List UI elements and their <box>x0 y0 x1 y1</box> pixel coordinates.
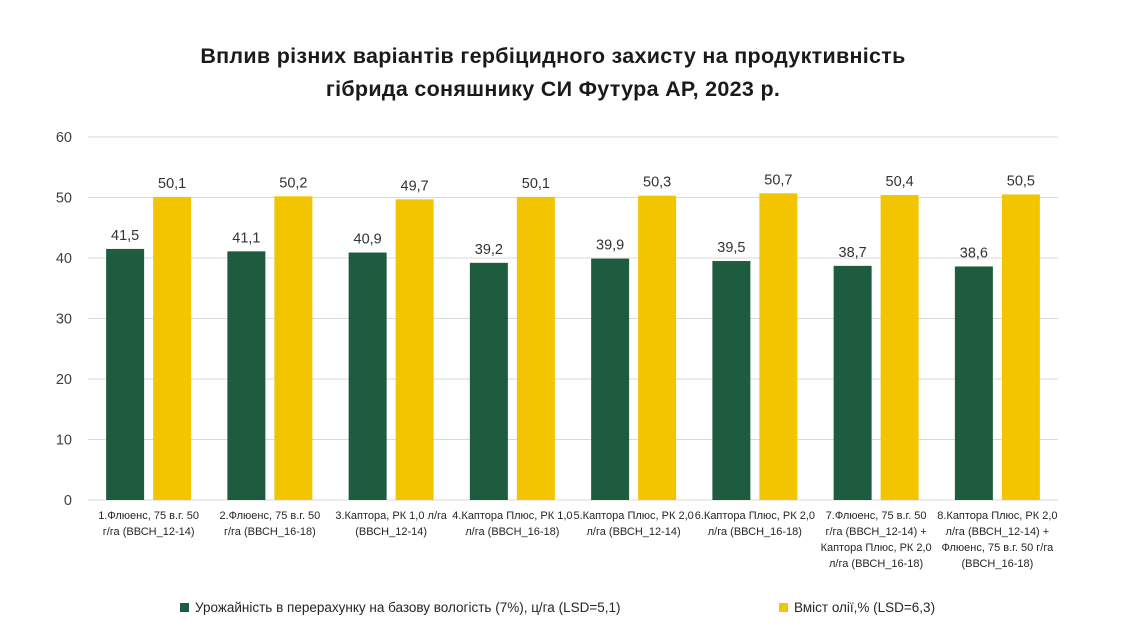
yield-bar <box>954 266 993 500</box>
yield-bar <box>591 258 630 500</box>
oil-data-label: 50,3 <box>643 175 671 191</box>
yield-data-label: 39,2 <box>475 242 503 258</box>
yield-data-label: 38,7 <box>839 245 867 261</box>
y-tick-label: 50 <box>56 191 72 207</box>
x-tick-label: Флюенс, 75 в.г. 50 г/га <box>942 542 1055 554</box>
legend-swatch-oil <box>779 603 788 612</box>
y-tick-label: 60 <box>56 130 72 146</box>
x-tick-label: л/га (ВВСН_16-18) <box>829 558 923 570</box>
yield-bar <box>106 248 145 500</box>
oil-bar <box>1001 194 1040 500</box>
oil-data-label: 50,1 <box>522 176 550 192</box>
oil-bar <box>516 196 555 500</box>
oil-bar <box>638 195 677 500</box>
x-tick-label: л/га (ВВСН_12-14) + <box>946 526 1050 538</box>
chart-title: Вплив різних варіантів гербіцидного захи… <box>0 40 1106 106</box>
oil-data-label: 50,5 <box>1007 173 1035 189</box>
yield-data-label: 38,6 <box>960 245 988 261</box>
legend-label-yield: Урожайність в перерахунку на базову воло… <box>195 600 621 615</box>
yield-data-label: 41,5 <box>111 228 139 244</box>
x-tick-label: (ВВСН_16-18) <box>961 558 1033 570</box>
x-tick-label: л/га (ВВСН_16-18) <box>708 526 802 538</box>
oil-data-label: 49,7 <box>401 178 429 194</box>
yield-bar <box>833 265 872 500</box>
legend-item-yield: Урожайність в перерахунку на базову воло… <box>180 600 620 615</box>
oil-bar <box>880 195 919 500</box>
oil-bar <box>759 193 798 500</box>
oil-data-label: 50,2 <box>279 175 307 191</box>
oil-bar <box>395 199 434 500</box>
x-tick-label: г/га (ВВСН_16-18) <box>224 526 316 538</box>
x-tick-label: (ВВСН_12-14) <box>355 526 427 538</box>
x-tick-label: 1.Флюенс, 75 в.г. 50 <box>98 510 199 522</box>
x-tick-label: г/га (ВВСН_12-14) <box>103 526 195 538</box>
yield-data-label: 40,9 <box>354 232 382 248</box>
oil-data-label: 50,7 <box>764 172 792 188</box>
yield-bar <box>227 251 266 500</box>
yield-data-label: 41,1 <box>232 230 260 246</box>
yield-data-label: 39,9 <box>596 238 624 254</box>
y-tick-label: 30 <box>56 312 72 328</box>
legend-swatch-yield <box>180 603 189 612</box>
yield-bar <box>348 252 387 500</box>
legend-item-oil: Вміст олії,% (LSD=6,3) <box>779 600 935 615</box>
y-tick-label: 40 <box>56 251 72 267</box>
chart-title-line-2: гібрида соняшнику СИ Футура АР, 2023 р. <box>325 77 781 101</box>
yield-bar <box>469 262 508 500</box>
x-tick-label: 5.Каптора Плюс, РК 2,0 <box>573 510 693 522</box>
x-tick-label: 6.Каптора Плюс, РК 2,0 <box>695 510 815 522</box>
x-tick-label: Каптора Плюс, РК 2,0 <box>821 542 932 554</box>
x-tick-label: л/га (ВВСН_12-14) <box>587 526 681 538</box>
oil-bar <box>274 196 313 501</box>
x-tick-label: г/га (ВВСН_12-14) + <box>825 526 926 538</box>
chart-title-line-1: Вплив різних варіантів гербіцидного захи… <box>200 44 906 68</box>
y-tick-label: 10 <box>56 433 72 449</box>
legend-label-oil: Вміст олії,% (LSD=6,3) <box>794 600 936 615</box>
y-tick-label: 20 <box>56 372 72 388</box>
x-tick-label: 2.Флюенс, 75 в.г. 50 <box>219 510 320 522</box>
y-tick-label: 0 <box>64 493 72 509</box>
yield-bar <box>712 261 751 500</box>
x-tick-label: л/га (ВВСН_16-18) <box>465 526 559 538</box>
x-tick-label: 3.Каптора, РК 1,0 л/га <box>335 510 447 522</box>
x-tick-label: 8.Каптора Плюс, РК 2,0 <box>937 510 1057 522</box>
x-tick-label: 4.Каптора Плюс, РК 1,0 <box>452 510 572 522</box>
x-tick-label: 7.Флюенс, 75 в.г. 50 <box>826 510 927 522</box>
yield-data-label: 39,5 <box>717 240 745 256</box>
oil-bar <box>153 196 192 500</box>
oil-data-label: 50,1 <box>158 176 186 192</box>
oil-data-label: 50,4 <box>886 174 914 190</box>
